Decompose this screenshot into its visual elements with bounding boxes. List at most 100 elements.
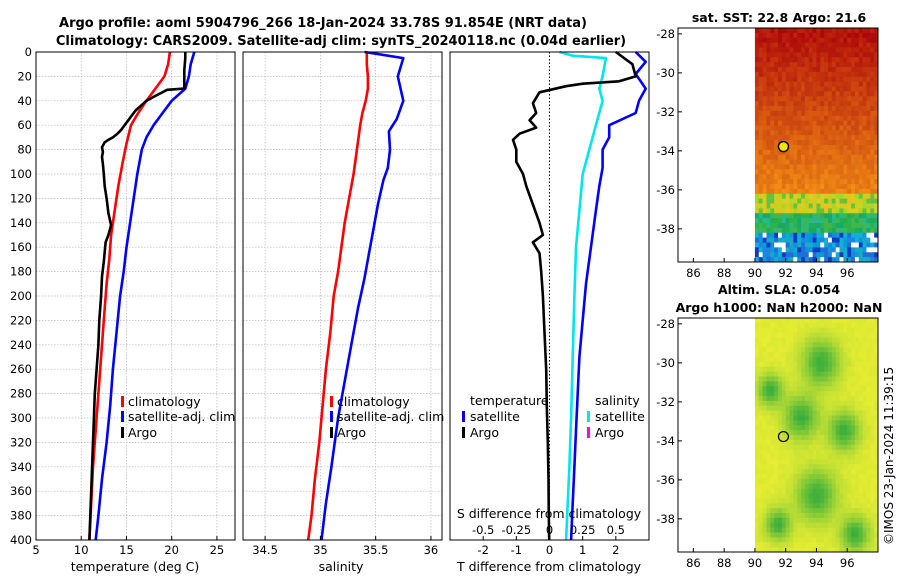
map-cell [870, 120, 875, 126]
map-cell [828, 42, 833, 48]
map-cell [758, 67, 764, 73]
map-cell [870, 32, 875, 39]
map-cell [831, 193, 837, 200]
map-cell [820, 47, 825, 53]
map-cell [866, 193, 871, 200]
map-cell [762, 410, 767, 416]
map-cell [843, 425, 848, 431]
map-cell [781, 513, 787, 519]
map-cell [754, 493, 760, 499]
map-cell [831, 547, 837, 553]
map-cell [774, 81, 779, 87]
y-tick-label: 120 [10, 191, 32, 205]
map-cell [808, 213, 814, 219]
map-cell [812, 91, 817, 97]
map-cell [828, 223, 833, 229]
map-cell [870, 198, 875, 204]
map-cell [762, 527, 767, 533]
map-cell [762, 130, 767, 136]
map-cell [820, 252, 825, 258]
map-cell [866, 47, 871, 53]
map-cell [858, 327, 864, 334]
map-cell [835, 532, 840, 538]
map-cell [758, 154, 764, 161]
map-cell [870, 140, 875, 146]
map-cell [866, 444, 871, 451]
map-cell [785, 361, 790, 368]
map-cell [820, 342, 825, 348]
map-cell [754, 174, 760, 180]
map-cell [812, 149, 817, 156]
map-cell [804, 488, 810, 494]
map-cell [758, 81, 764, 87]
map-cell [781, 420, 787, 426]
map-cell [828, 159, 833, 165]
map-cell [808, 357, 814, 363]
map-cell [812, 366, 817, 373]
map-cell [874, 86, 879, 92]
map-cell [778, 135, 783, 141]
map-cell [793, 376, 798, 382]
map-cell [812, 415, 817, 421]
map-cell [866, 347, 871, 353]
map-cell [766, 464, 771, 470]
map-cell [754, 478, 760, 485]
map-cell [754, 110, 760, 117]
map-cell [812, 508, 817, 514]
map-cell [828, 400, 833, 407]
map-cell [854, 110, 860, 117]
map-cell [831, 106, 837, 112]
y-tick-label: 280 [10, 387, 32, 401]
map-cell [866, 91, 871, 97]
map-cell [854, 115, 860, 122]
y-tick-label: 180 [10, 265, 32, 279]
map-cell [770, 247, 775, 253]
map-cell [801, 67, 806, 73]
map-cell [778, 159, 783, 165]
sst-map-ticks: 86 88 90 92 94 96-28-30-32-34-36-38 [656, 27, 854, 280]
map-cell [762, 444, 767, 451]
map-cell [781, 86, 787, 92]
map-cell [843, 542, 848, 548]
map-cell [766, 71, 771, 78]
map-cell [835, 464, 840, 470]
map-cell [858, 76, 864, 83]
map-cell [766, 198, 771, 204]
map-cell [770, 425, 775, 431]
map-cell [847, 86, 852, 92]
map-cell [866, 474, 871, 480]
map-cell [766, 376, 771, 382]
map-cell [778, 188, 783, 195]
map-cell [847, 28, 852, 34]
difference-panel: -2 -1 0 1 2 -0.5 -0.25 0 0.25 0.5 S difference f… [449, 50, 650, 574]
map-cell [820, 459, 825, 465]
map-cell [831, 179, 837, 185]
map-cell [828, 130, 833, 136]
map-cell [812, 232, 817, 239]
map-cell [770, 352, 775, 358]
map-cell [843, 145, 848, 151]
map-cell [847, 52, 852, 58]
map-cell [824, 332, 829, 338]
map-cell [851, 517, 856, 524]
map-cell [785, 32, 790, 39]
map-cell [839, 159, 844, 165]
map-cell [801, 396, 806, 402]
map-cell [847, 517, 852, 524]
map-cell [824, 193, 829, 200]
map-cell [785, 213, 790, 219]
map-cell [854, 52, 860, 58]
map-cell [858, 135, 864, 141]
map-cell [797, 130, 802, 136]
map-cell [804, 522, 810, 529]
legend-title-temperature: temperature [470, 393, 549, 408]
map-cell [874, 318, 879, 324]
map-cell [866, 522, 871, 529]
map-cell [824, 52, 829, 58]
map-cell [808, 71, 814, 78]
map-cell [804, 67, 810, 73]
map-cell [847, 135, 852, 141]
map-cell [762, 327, 767, 334]
map-cell [839, 542, 844, 548]
map-cell [801, 62, 806, 68]
